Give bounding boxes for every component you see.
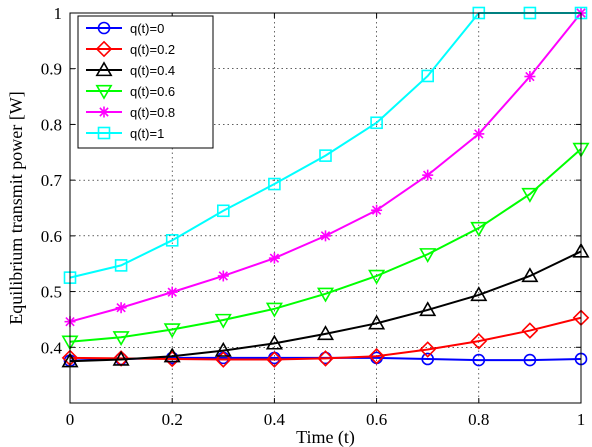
data-point [265, 334, 283, 350]
data-point [368, 347, 385, 365]
x-tick-label: 0 [66, 410, 75, 429]
legend-item: q(t)=0.4 [86, 61, 175, 78]
y-axis-label: Equilibrium transmit power [W] [6, 91, 26, 324]
data-point [265, 302, 283, 318]
legend-marker [95, 61, 113, 77]
data-point [268, 252, 280, 264]
plot-frame [69, 12, 582, 404]
data-point [370, 116, 383, 130]
legend-label: q(t)=0.8 [130, 105, 175, 120]
data-point [523, 353, 537, 367]
data-point [266, 351, 283, 368]
data-point [316, 325, 335, 341]
data-point [268, 177, 281, 191]
series-1 [61, 309, 590, 368]
legend-marker [98, 106, 110, 118]
data-point [115, 302, 127, 314]
y-tick-label: 0.7 [41, 171, 63, 190]
legend-item: q(t)=0.6 [86, 84, 175, 100]
y-tick-label: 0.9 [41, 60, 62, 79]
x-tick-label: 0.6 [366, 410, 387, 429]
legend-item: q(t)=0.8 [86, 105, 175, 120]
data-point [217, 270, 229, 282]
x-tick-label: 0.2 [162, 410, 183, 429]
data-point [470, 332, 488, 350]
legend-marker [97, 126, 111, 140]
legend-label: q(t)=0.2 [130, 42, 175, 57]
data-point [112, 331, 130, 347]
x-tick-label: 1 [577, 410, 586, 429]
data-point [320, 230, 331, 242]
data-point [422, 169, 434, 181]
legend-marker [95, 40, 113, 58]
data-point [217, 204, 230, 218]
legend-label: q(t)=1 [130, 126, 164, 141]
legend-label: q(t)=0.4 [130, 63, 175, 78]
data-point [421, 69, 435, 83]
legend-label: q(t)=0 [130, 21, 164, 36]
legend-box [77, 15, 214, 149]
legend-marker [97, 21, 111, 35]
series-line [69, 316, 582, 361]
series-line [69, 250, 582, 363]
series-line [69, 148, 582, 343]
data-point [521, 322, 539, 339]
data-point [419, 341, 436, 358]
data-point [419, 301, 437, 317]
legend-item: q(t)=1 [86, 126, 164, 141]
data-point [163, 347, 181, 363]
data-point [316, 287, 335, 303]
data-point [214, 313, 232, 329]
y-tick-label: 0.8 [41, 115, 62, 134]
legend-label: q(t)=0.6 [130, 84, 175, 99]
x-tick-label: 0.4 [264, 410, 286, 429]
legend-item: q(t)=0 [86, 21, 164, 36]
x-axis-label: Time (t) [296, 427, 355, 447]
legend: q(t)=0 q(t)=0.2 q(t)=0.4 q(t)=0.6 q(t)=0.8 q(… [77, 15, 214, 149]
x-tick-label: 0.8 [468, 410, 489, 429]
data-point [419, 248, 437, 264]
series-4 [64, 7, 587, 328]
data-point [215, 351, 232, 368]
data-point [114, 259, 128, 272]
data-point [371, 204, 383, 216]
ticks: 0 0.2 0.4 0.6 0.8 1 0.4 0.5 0.6 0.7 0.8 0.9 1 [41, 4, 586, 429]
y-tick-label: 0.4 [41, 338, 63, 357]
y-tick-label: 0.6 [41, 227, 62, 246]
series-2 [61, 242, 590, 368]
legend-item: q(t)=0.2 [86, 40, 175, 58]
data-point [166, 286, 178, 298]
data-point [319, 149, 332, 162]
data-point [165, 234, 179, 247]
series-3 [61, 142, 590, 351]
data-point [521, 267, 539, 283]
legend-marker [95, 84, 113, 100]
data-point [368, 269, 386, 285]
data-point [317, 350, 334, 367]
data-point [112, 350, 130, 366]
data-point [214, 341, 232, 357]
data-point [473, 128, 485, 140]
data-point [472, 353, 486, 367]
data-point [524, 71, 536, 83]
y-tick-label: 0.5 [41, 283, 62, 302]
y-tick-label: 1 [54, 4, 63, 23]
data-point [163, 323, 181, 339]
data-point [421, 352, 435, 366]
data-point [368, 314, 386, 330]
data-point [470, 221, 488, 237]
data-point [521, 187, 539, 203]
data-point [470, 286, 488, 302]
